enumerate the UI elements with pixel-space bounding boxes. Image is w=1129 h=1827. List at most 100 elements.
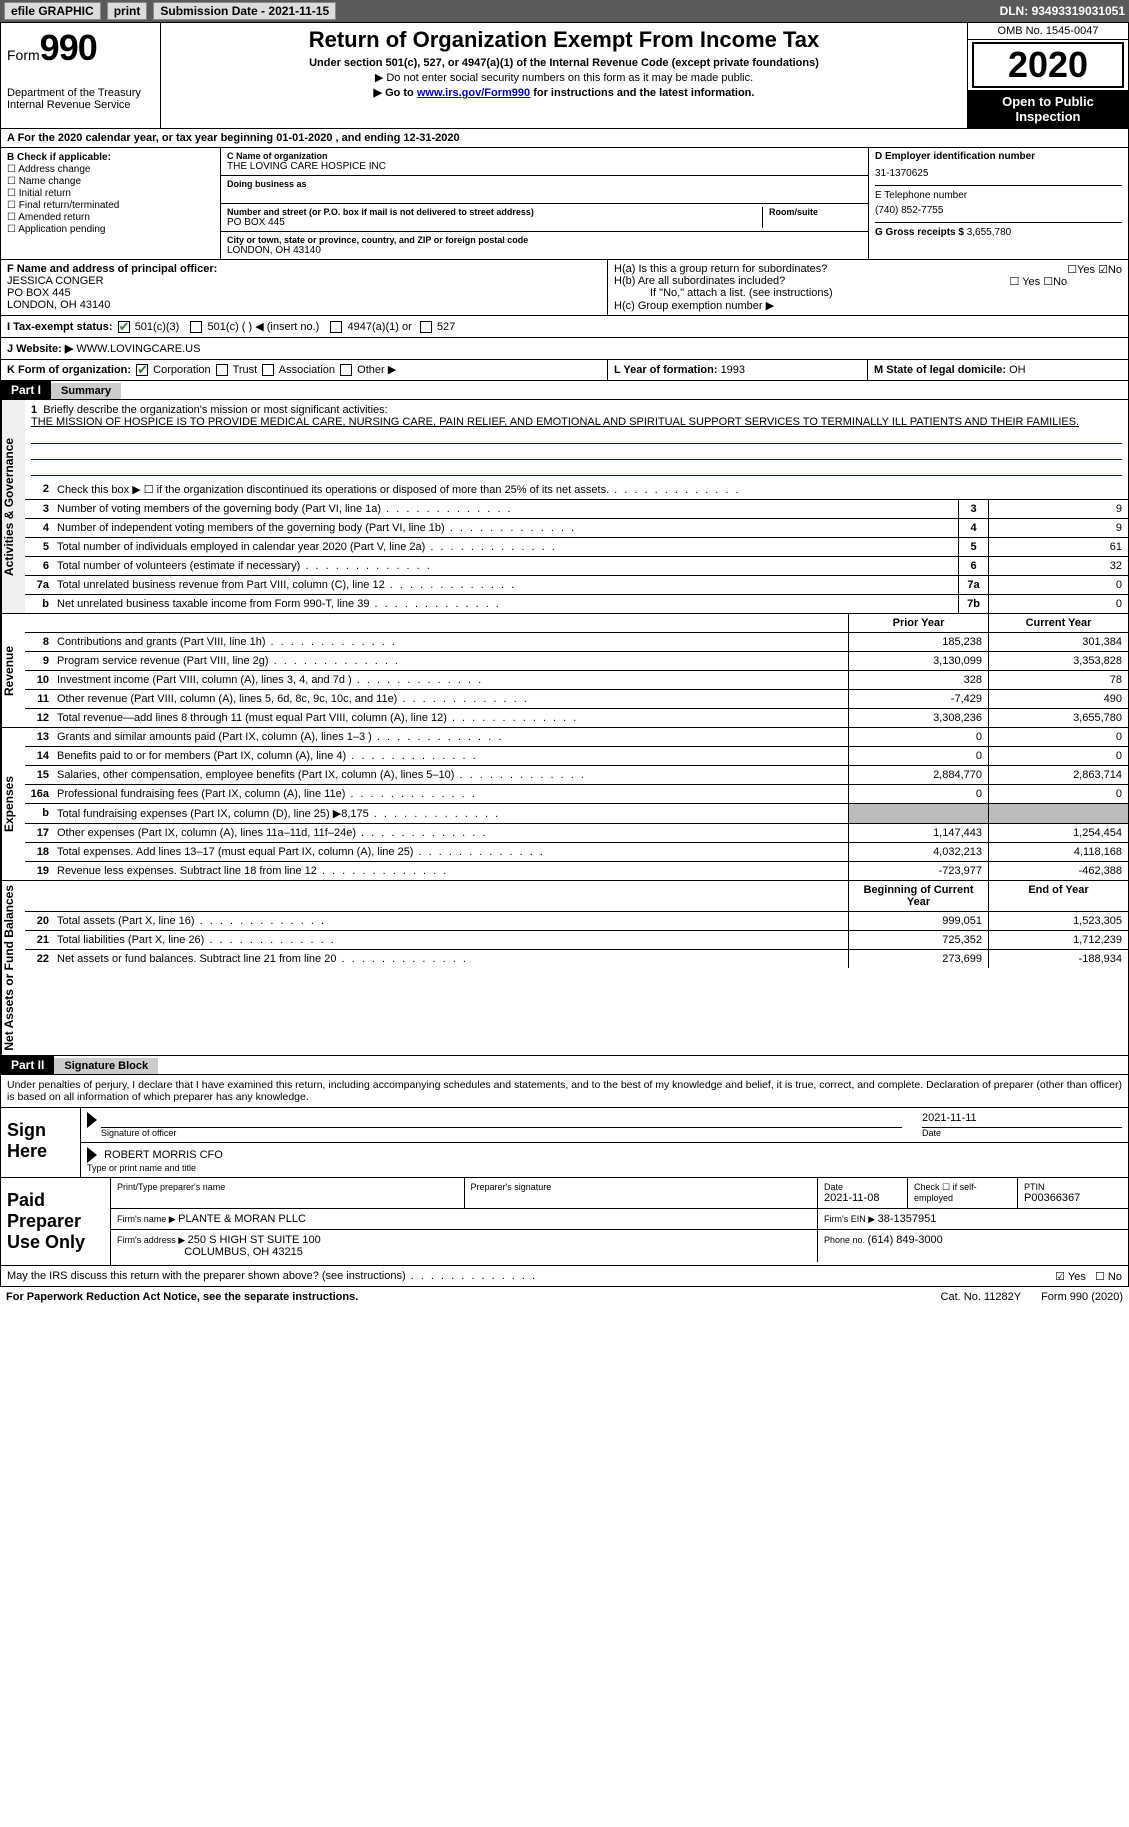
state-domicile: OH — [1009, 364, 1026, 376]
finance-line: 18 Total expenses. Add lines 13–17 (must… — [25, 843, 1128, 862]
line-num: 16a — [25, 785, 53, 803]
line-desc: Other revenue (Part VIII, column (A), li… — [53, 690, 848, 708]
line-num: 11 — [25, 690, 53, 708]
irs-link[interactable]: www.irs.gov/Form990 — [417, 87, 530, 99]
gov-line: 3 Number of voting members of the govern… — [25, 500, 1128, 519]
treasury-label: Department of the Treasury Internal Reve… — [7, 87, 154, 111]
chk-other-org[interactable] — [340, 364, 352, 376]
current-year-value: 2,863,714 — [988, 766, 1128, 784]
line-desc: Investment income (Part VIII, column (A)… — [53, 671, 848, 689]
firm-addr2: COLUMBUS, OH 43215 — [184, 1246, 303, 1258]
chk-association[interactable] — [262, 364, 274, 376]
chk-trust[interactable] — [216, 364, 228, 376]
line-num: b — [25, 804, 53, 823]
firm-ein-label: Firm's EIN ▶ — [824, 1214, 878, 1224]
line-num: 18 — [25, 843, 53, 861]
m-label: M State of legal domicile: — [874, 364, 1009, 376]
line-desc: Total fundraising expenses (Part IX, col… — [53, 804, 848, 823]
form-title: Return of Organization Exempt From Incom… — [169, 27, 959, 53]
chk-corporation[interactable] — [136, 364, 148, 376]
net-header-row: Beginning of Current Year End of Year — [25, 881, 1128, 912]
instructions-link-line: ▶ Go to www.irs.gov/Form990 for instruct… — [169, 86, 959, 99]
year-formation: 1993 — [721, 364, 745, 376]
line-num: 19 — [25, 862, 53, 880]
current-year-value: -462,388 — [988, 862, 1128, 880]
chk-4947a1[interactable] — [330, 321, 342, 333]
line-num: 7a — [25, 576, 53, 594]
chk-initial-return[interactable]: ☐ Initial return — [7, 188, 214, 199]
paid-preparer-block: Paid Preparer Use Only Print/Type prepar… — [0, 1178, 1129, 1266]
prior-year-value: 0 — [848, 747, 988, 765]
chk-address-change[interactable]: ☐ Address change — [7, 164, 214, 175]
prior-year-header: Prior Year — [848, 614, 988, 632]
signature-officer-label: Signature of officer — [101, 1128, 902, 1138]
h-a-no[interactable]: ☑No — [1098, 264, 1122, 276]
current-year-value: 1,712,239 — [988, 931, 1128, 949]
dln-box: DLN: 93493319031051 — [1000, 4, 1125, 18]
gov-line: 5 Total number of individuals employed i… — [25, 538, 1128, 557]
h-a-yes[interactable]: ☐Yes — [1067, 264, 1095, 276]
chk-name-change[interactable]: ☐ Name change — [7, 176, 214, 187]
efile-graphic-label: efile GRAPHIC — [4, 2, 101, 20]
dba-label: Doing business as — [227, 179, 862, 189]
prior-year-value: 2,884,770 — [848, 766, 988, 784]
lbl-other-org: Other ▶ — [357, 364, 396, 376]
net-assets-section: Net Assets or Fund Balances Beginning of… — [0, 881, 1129, 1056]
discuss-no[interactable]: ☐ No — [1095, 1271, 1122, 1283]
h-b-no[interactable]: ☐No — [1043, 276, 1067, 288]
street-address: PO BOX 445 — [227, 217, 762, 228]
discuss-yes[interactable]: ☑ Yes — [1055, 1271, 1086, 1283]
chk-application-pending[interactable]: ☐ Application pending — [7, 224, 214, 235]
chk-final-return[interactable]: ☐ Final return/terminated — [7, 200, 214, 211]
lbl-association: Association — [279, 364, 335, 376]
prep-sig-label: Preparer's signature — [471, 1182, 812, 1192]
ptin-label: PTIN — [1024, 1182, 1122, 1192]
sign-date-label: Date — [922, 1128, 1122, 1138]
chk-501c3[interactable] — [118, 321, 130, 333]
room-label: Room/suite — [769, 207, 862, 217]
firm-addr1: 250 S HIGH ST SUITE 100 — [188, 1234, 321, 1246]
current-year-value: 1,254,454 — [988, 824, 1128, 842]
gross-receipts-value: 3,655,780 — [967, 227, 1012, 238]
line-desc: Other expenses (Part IX, column (A), lin… — [53, 824, 848, 842]
arrow-icon — [87, 1147, 97, 1163]
section-c-name-address: C Name of organization THE LOVING CARE H… — [221, 148, 868, 259]
self-employed-check[interactable]: Check ☐ if self-employed — [908, 1178, 1018, 1208]
finance-line: 11 Other revenue (Part VIII, column (A),… — [25, 690, 1128, 709]
h-b-label: H(b) Are all subordinates included? — [614, 275, 785, 287]
finance-line: 17 Other expenses (Part IX, column (A), … — [25, 824, 1128, 843]
ein-label: D Employer identification number — [875, 151, 1122, 162]
i-label: I Tax-exempt status: — [7, 321, 113, 333]
form-title-block: Return of Organization Exempt From Incom… — [161, 23, 968, 128]
paperwork-notice: For Paperwork Reduction Act Notice, see … — [6, 1291, 921, 1303]
page-footer: For Paperwork Reduction Act Notice, see … — [0, 1287, 1129, 1307]
line-num: 2 — [25, 480, 53, 499]
k-label: K Form of organization: — [7, 364, 131, 376]
shaded-cell — [848, 804, 988, 823]
sign-here-block: Sign Here Signature of officer 2021-11-1… — [0, 1108, 1129, 1178]
h-b-yes[interactable]: ☐ Yes — [1010, 276, 1041, 288]
prior-year-value: 0 — [848, 728, 988, 746]
sign-date: 2021-11-11 — [922, 1112, 1122, 1128]
line-box: 7a — [958, 576, 988, 594]
paid-preparer-label: Paid Preparer Use Only — [1, 1178, 111, 1265]
k-l-m-row: K Form of organization: Corporation Trus… — [0, 360, 1129, 381]
finance-line: 12 Total revenue—add lines 8 through 11 … — [25, 709, 1128, 727]
dln-label: DLN: — [1000, 4, 1032, 18]
firm-addr-label: Firm's address ▶ — [117, 1235, 188, 1245]
revenue-section: Revenue Prior Year Current Year 8 Contri… — [0, 614, 1129, 728]
line-desc: Total number of individuals employed in … — [53, 538, 958, 556]
ein-value: 31-1370625 — [875, 168, 1122, 179]
officer-name: JESSICA CONGER — [7, 275, 601, 287]
chk-527[interactable] — [420, 321, 432, 333]
line-value: 32 — [988, 557, 1128, 575]
line-num: 15 — [25, 766, 53, 784]
h-b-note: If "No," attach a list. (see instruction… — [614, 287, 1122, 299]
line-num: 9 — [25, 652, 53, 670]
chk-amended-return[interactable]: ☐ Amended return — [7, 212, 214, 223]
current-year-value: 1,523,305 — [988, 912, 1128, 930]
gov-line: 2 Check this box ▶ ☐ if the organization… — [25, 480, 1128, 500]
line-desc: Net unrelated business taxable income fr… — [53, 595, 958, 613]
chk-501c-other[interactable] — [190, 321, 202, 333]
print-button[interactable]: print — [107, 2, 148, 20]
